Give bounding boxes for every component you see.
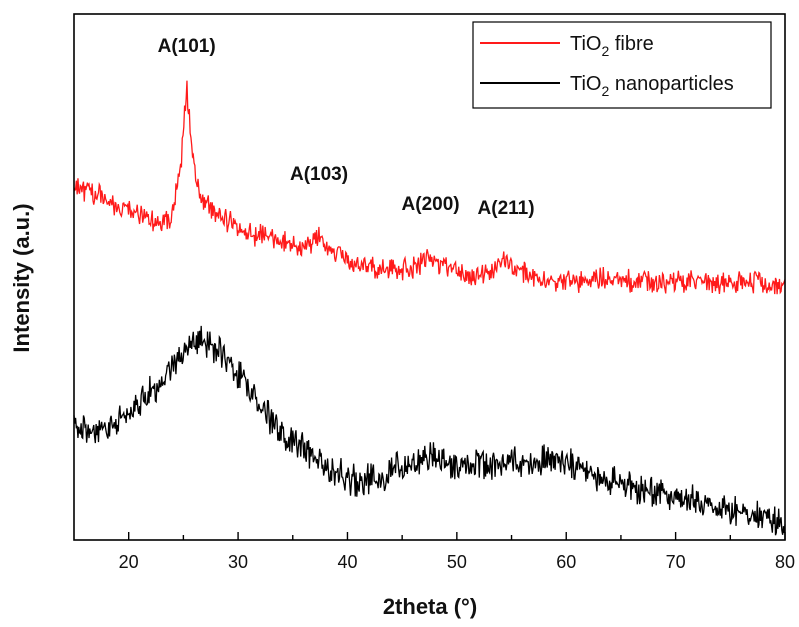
series-line-tio2-nanoparticles bbox=[73, 325, 786, 536]
x-tick-label: 70 bbox=[666, 552, 686, 572]
series-line-tio2-fibre bbox=[73, 80, 786, 295]
peak-label: A(103) bbox=[290, 164, 348, 185]
x-tick-label: 20 bbox=[119, 552, 139, 572]
series-layer bbox=[73, 80, 786, 536]
y-axis-title: Intensity (a.u.) bbox=[9, 203, 34, 352]
x-tick-label: 30 bbox=[228, 552, 248, 572]
legend-label-fibre: TiO2 fibre bbox=[570, 33, 654, 59]
peak-label: A(101) bbox=[158, 36, 216, 57]
peak-label: A(211) bbox=[478, 198, 535, 219]
legend-label-nanoparticles: TiO2 nanoparticles bbox=[570, 73, 734, 99]
plot-frame bbox=[73, 13, 786, 541]
legend: TiO2 fibre TiO2 nanoparticles bbox=[472, 21, 772, 109]
x-axis-ticks: 20 30 40 50 60 70 80 bbox=[119, 532, 795, 572]
legend-box bbox=[472, 21, 772, 109]
x-tick-label: 40 bbox=[337, 552, 357, 572]
peak-annotations: A(101) A(103) A(200) A(211) bbox=[158, 36, 535, 219]
x-tick-label: 50 bbox=[447, 552, 467, 572]
peak-label: A(200) bbox=[402, 194, 460, 215]
x-tick-label: 80 bbox=[775, 552, 795, 572]
x-axis-title: 2theta (°) bbox=[383, 594, 477, 619]
x-tick-label: 60 bbox=[556, 552, 576, 572]
